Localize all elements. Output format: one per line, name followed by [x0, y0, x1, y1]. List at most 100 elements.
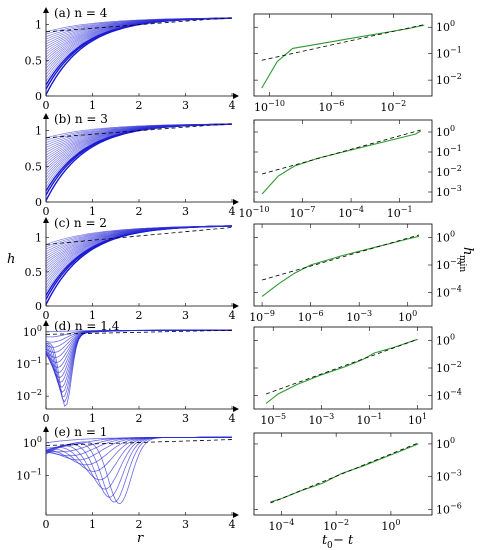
- panel-label: (a) n = 4: [54, 6, 108, 20]
- x-tick-label: 10−10: [239, 205, 270, 220]
- x-tick-label: 100: [398, 309, 417, 324]
- x-tick-label: 101: [408, 412, 427, 427]
- x-tick-label: 4: [229, 99, 236, 112]
- left-panel-1: 0 1 2 3 4 0 0.5 1 (a) n = 4: [25, 6, 239, 112]
- y-tick-label: 100: [436, 124, 455, 139]
- x-tick-label: 10−2: [380, 99, 406, 114]
- profile-curve: [45, 225, 233, 300]
- y-tick-label: 100: [23, 324, 42, 339]
- y-tick-label: 100: [436, 436, 455, 451]
- x-tick-label: 10−5: [260, 412, 286, 427]
- svg-text:0: 0: [327, 541, 333, 550]
- plot-frame: [253, 432, 433, 516]
- y-axis-arrow: [43, 217, 49, 223]
- y-tick-label: 10−1: [436, 46, 462, 61]
- x-tick-label: 10−6: [318, 99, 344, 114]
- right-panel-3: 10−9 10−6 10−3 100 100 10−2 10−4: [249, 223, 462, 324]
- x-tick-label: 10−1: [387, 205, 413, 220]
- dashed-fit-line: [261, 24, 425, 61]
- x-tick-label: 100: [381, 518, 400, 533]
- left-column-panels: 0 1 2 3 400.51(a) n = 40 1 2 3 400.51(b) n = 30 1…: [16, 6, 239, 531]
- y-tick-label: 0: [35, 196, 42, 209]
- x-tick-label: 10−3: [308, 412, 334, 427]
- x-tick-label: 0: [43, 205, 50, 218]
- profile-curve: [45, 436, 232, 498]
- x-tick-label: 2: [136, 518, 143, 531]
- y-tick-label: 0.5: [25, 266, 43, 279]
- plot-frame: [253, 13, 433, 97]
- x-tick-label: 10−4: [338, 205, 364, 220]
- x-tick-label: 4: [229, 205, 236, 218]
- x-tick-label: 1: [89, 205, 96, 218]
- x-tick-label: 3: [182, 412, 189, 425]
- y-tick-label: 10−3: [436, 184, 462, 199]
- profile-curve: [45, 17, 232, 66]
- x-tick-label: 4: [229, 309, 236, 322]
- y-axis-arrow: [43, 426, 49, 432]
- y-tick-label: 10−4: [436, 284, 462, 299]
- y-tick-label: 100: [436, 333, 455, 348]
- profile-curve: [45, 225, 233, 286]
- y-tick-label: 10−2: [436, 360, 462, 375]
- x-axis-arrow: [233, 303, 239, 309]
- x-tick-label: 10−3: [346, 309, 372, 324]
- green-hmin-curve: [270, 443, 419, 503]
- y-axis-arrow: [43, 7, 49, 13]
- profile-curve: [45, 17, 232, 82]
- x-tick-label: 0: [43, 518, 50, 531]
- y-tick-label: 1: [35, 125, 42, 138]
- panel-label: (d) n = 1.4: [54, 319, 120, 333]
- right-panel-5: 10−4 10−2 100 100 10−3 10−6: [253, 432, 462, 533]
- profile-curve: [45, 123, 232, 181]
- y-tick-label: 10−3: [436, 469, 462, 484]
- y-tick-label: 10−2: [436, 164, 462, 179]
- x-tick-label: 1: [89, 412, 96, 425]
- svg-text:min: min: [457, 255, 467, 272]
- profile-curve: [45, 436, 232, 444]
- right-ylabel: h min: [457, 247, 475, 272]
- profile-curve: [45, 17, 232, 33]
- dashed-fit-line: [270, 442, 419, 504]
- right-xlabel: t 0 − t: [322, 533, 354, 550]
- x-axis-arrow: [233, 512, 239, 518]
- panel-label: (e) n = 1: [54, 425, 107, 439]
- profile-curve: [45, 123, 232, 188]
- green-hmin-curve: [261, 24, 425, 89]
- x-tick-label: 10−1: [357, 412, 383, 427]
- y-tick-label: 10−1: [436, 144, 462, 159]
- x-tick-label: 10−9: [249, 309, 275, 324]
- panel-label: (b) n = 3: [54, 112, 108, 126]
- x-tick-label: 10−2: [323, 518, 349, 533]
- green-hmin-curve: [261, 130, 421, 195]
- profile-curve: [45, 436, 232, 503]
- svg-text:− t: − t: [333, 533, 354, 548]
- profile-curve: [45, 225, 232, 245]
- y-axis-arrow: [43, 113, 49, 119]
- profile-curve: [45, 225, 233, 280]
- profile-curve: [45, 225, 233, 289]
- svg-text:t: t: [322, 533, 328, 548]
- x-tick-label: 0: [43, 309, 50, 322]
- x-axis-arrow: [233, 199, 239, 205]
- x-tick-label: 2: [136, 99, 143, 112]
- y-tick-label: 10−2: [16, 388, 42, 403]
- y-tick-label: 10−2: [436, 257, 462, 272]
- left-panel-2: 0 1 2 3 4 0 0.5 1 (b) n = 3: [25, 112, 239, 218]
- y-tick-label: 0.5: [25, 160, 43, 173]
- right-panel-2: 10−10 10−7 10−4 10−1 100 10−1 10−2 10−3: [239, 119, 462, 220]
- x-tick-label: 10−6: [298, 309, 324, 324]
- x-tick-label: 10−7: [290, 205, 316, 220]
- profile-curve: [45, 123, 232, 172]
- y-tick-label: 100: [436, 230, 455, 245]
- y-axis-arrow: [43, 320, 49, 326]
- y-tick-label: 0.5: [25, 54, 43, 67]
- profile-curve: [45, 123, 232, 139]
- y-tick-label: 100: [23, 435, 42, 450]
- x-tick-label: 2: [136, 309, 143, 322]
- y-tick-label: 100: [436, 19, 455, 34]
- dashed-reference-line: [45, 329, 233, 335]
- y-tick-label: 10−1: [16, 468, 42, 483]
- x-axis-arrow: [233, 406, 239, 412]
